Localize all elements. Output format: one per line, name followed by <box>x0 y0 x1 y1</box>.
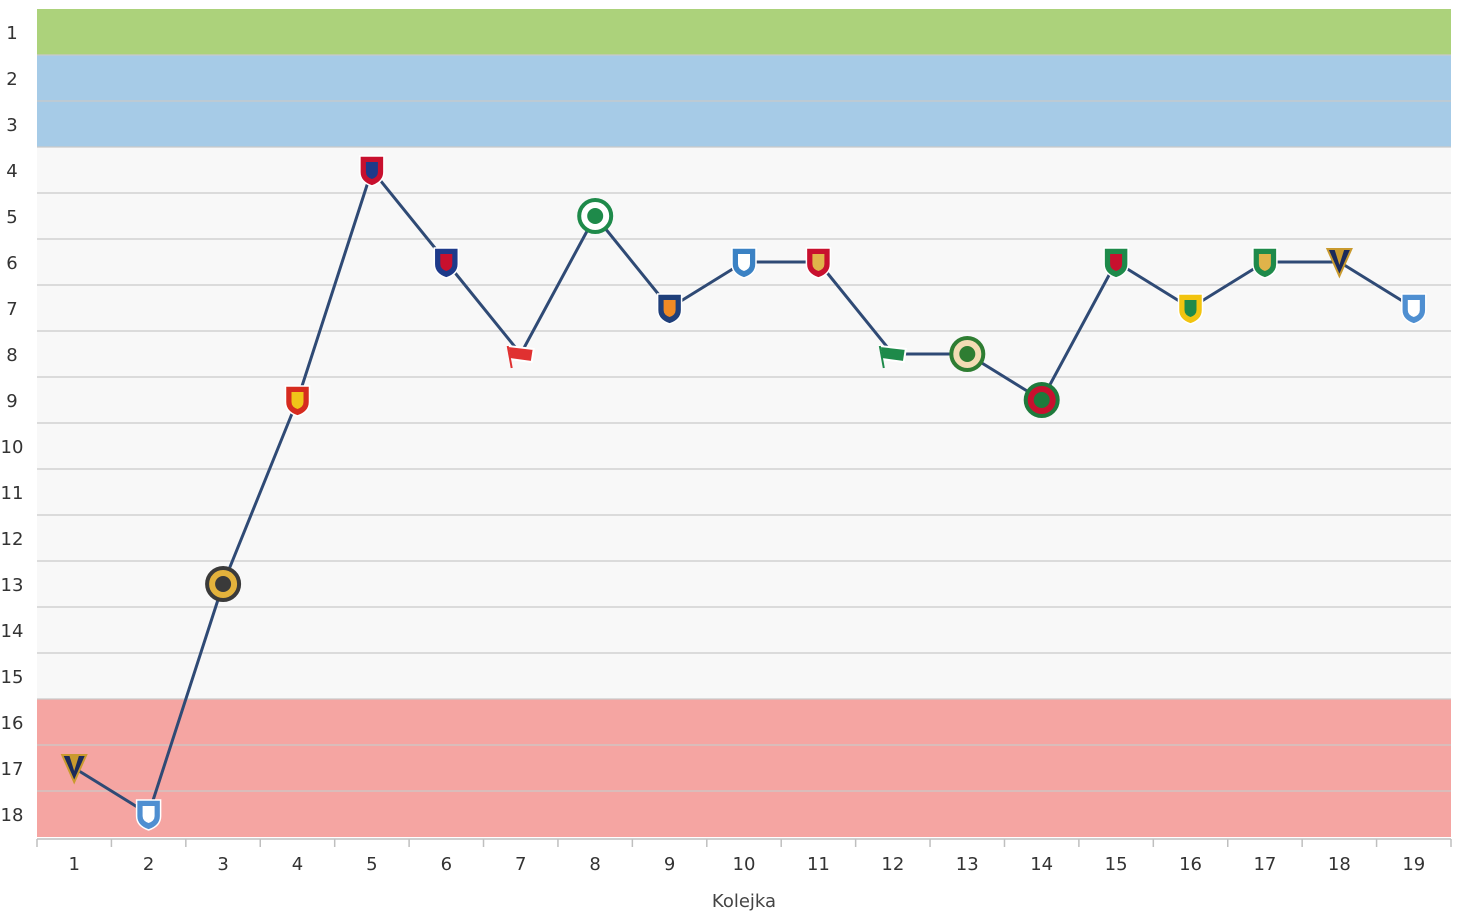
x-tick-label: 14 <box>1030 854 1053 875</box>
piast-crest-icon <box>433 247 460 279</box>
pogon-szczecin-crest-icon <box>1325 248 1353 279</box>
y-tick-label: 9 <box>6 391 17 412</box>
lechia-flag-icon <box>878 344 907 369</box>
x-tick-label: 10 <box>733 854 756 875</box>
x-tick-label: 8 <box>589 854 600 875</box>
x-tick-label: 9 <box>664 854 675 875</box>
x-tick-label: 19 <box>1402 854 1425 875</box>
radomiak-crest-icon <box>949 336 986 372</box>
x-tick-label: 3 <box>217 854 228 875</box>
y-tick-label: 14 <box>1 621 24 642</box>
x-tick-label: 1 <box>68 854 79 875</box>
cracovia-flag-icon <box>506 344 535 369</box>
y-tick-label: 4 <box>6 161 17 182</box>
zaglebie-crest-icon <box>1023 382 1060 418</box>
y-tick-label: 5 <box>6 207 17 228</box>
gridlines <box>37 54 1451 792</box>
x-tick-label: 11 <box>807 854 830 875</box>
x-tick-label: 2 <box>143 854 154 875</box>
slask-crest-icon <box>1252 247 1278 279</box>
legia-crest-icon <box>1103 247 1129 279</box>
y-tick-label: 8 <box>6 345 17 366</box>
y-tick-label: 10 <box>1 437 24 458</box>
y-tick-label: 13 <box>1 575 24 596</box>
band-4 <box>37 699 1451 837</box>
x-axis-title: Kolejka <box>712 891 776 912</box>
jagiellonia-crest-icon <box>284 385 311 417</box>
y-tick-label: 1 <box>6 23 17 44</box>
x-tick-label: 18 <box>1328 854 1351 875</box>
y-tick-label: 7 <box>6 299 17 320</box>
lech-poznan-crest-icon <box>135 799 162 831</box>
y-tick-label: 17 <box>1 759 24 780</box>
band-1 <box>37 9 1451 55</box>
pogon-szczecin-crest-icon <box>60 754 88 785</box>
y-tick-label: 3 <box>6 115 17 136</box>
y-tick-label: 16 <box>1 713 24 734</box>
wisla-plock-crest-icon <box>731 247 757 279</box>
x-tick-label: 13 <box>956 854 979 875</box>
lech-poznan-crest-icon <box>1401 293 1427 325</box>
y-tick-label: 12 <box>1 529 24 550</box>
x-tick-label: 5 <box>366 854 377 875</box>
x-tick-label: 4 <box>292 854 303 875</box>
warta-crest-icon <box>577 198 614 234</box>
x-tick-label: 7 <box>515 854 526 875</box>
x-tick-label: 15 <box>1105 854 1128 875</box>
y-tick-label: 18 <box>1 805 24 826</box>
y-tick-label: 2 <box>6 69 17 90</box>
y-tick-label: 15 <box>1 667 24 688</box>
rakow-crest-icon <box>359 155 385 187</box>
x-axis: 1 2 3 4 5 6 7 8 9 10 11 12 13 14 15 16 17 18 19 <box>36 838 1452 875</box>
widzew-crest-icon <box>805 247 832 279</box>
x-tick-label: 6 <box>441 854 452 875</box>
x-tick-label: 12 <box>881 854 904 875</box>
y-tick-label: 6 <box>6 253 17 274</box>
gear-crest-icon <box>205 566 242 602</box>
series-markers <box>60 155 1427 831</box>
x-tick-label: 16 <box>1179 854 1202 875</box>
gks-crest-icon <box>1177 293 1204 325</box>
stal-crest-icon <box>656 293 683 325</box>
x-tick-label: 17 <box>1253 854 1276 875</box>
y-tick-label: 11 <box>1 483 24 504</box>
